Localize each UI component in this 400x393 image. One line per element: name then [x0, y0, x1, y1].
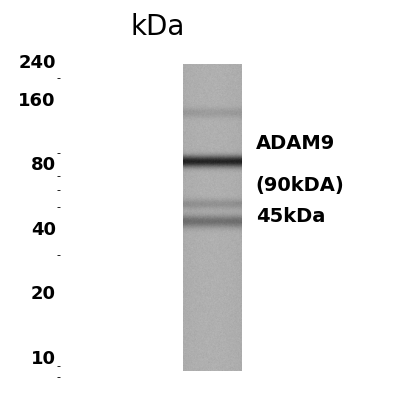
- Text: (90kDA): (90kDA): [256, 176, 344, 195]
- Text: kDa: kDa: [130, 13, 184, 40]
- Text: 45kDa: 45kDa: [256, 208, 325, 226]
- Text: ADAM9: ADAM9: [256, 134, 335, 152]
